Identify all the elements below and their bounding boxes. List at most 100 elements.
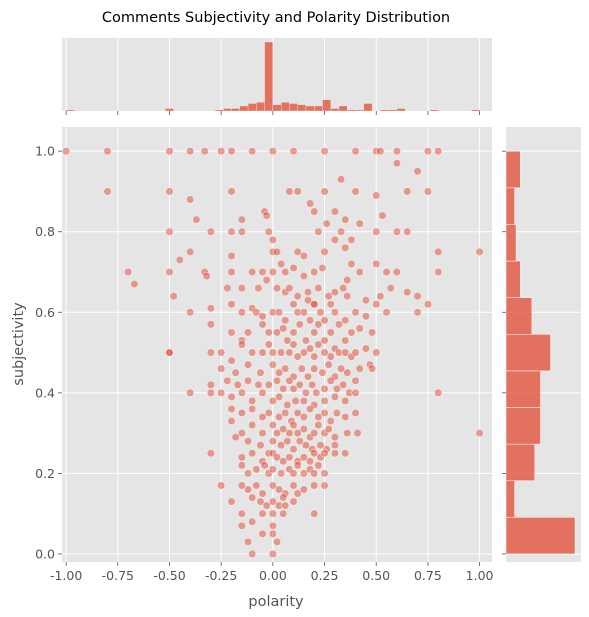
scatter-point (275, 412, 284, 422)
scatter-point (322, 219, 331, 228)
scatter-point (339, 284, 348, 293)
scatter-point (299, 485, 308, 494)
scatter-point (299, 308, 308, 317)
scatter-point (320, 187, 329, 196)
scatter-point (264, 340, 273, 349)
scatter-point (314, 227, 323, 236)
right-histogram-bar (505, 260, 521, 298)
scatter-point (165, 267, 174, 277)
scatter-point (372, 191, 381, 200)
scatter-point (268, 521, 277, 530)
top-histogram-bar (165, 108, 174, 112)
top-histogram-bar (231, 108, 240, 112)
scatter-point (254, 380, 263, 389)
scatter-point (279, 493, 288, 502)
scatter-point (403, 288, 412, 297)
scatter-point (320, 481, 329, 490)
scatter-point (413, 308, 422, 317)
scatter-point (351, 147, 360, 156)
x-axis-label: polarity (248, 594, 304, 610)
scatter-point (361, 312, 370, 321)
scatter-point (341, 396, 350, 405)
scatter-point (351, 408, 360, 418)
scatter-point (293, 461, 302, 470)
top-histogram-bar (363, 103, 373, 112)
scatter-point (299, 348, 308, 357)
x-tick-label: 0.00 (259, 568, 287, 583)
scatter-point (272, 429, 282, 438)
scatter-point (281, 316, 290, 325)
scatter-point (289, 469, 298, 478)
scatter-point (103, 147, 112, 156)
scatter-point (332, 384, 342, 393)
scatter-point (330, 308, 339, 317)
scatter-point (103, 187, 112, 196)
top-histogram-bar (247, 103, 257, 112)
scatter-point (318, 368, 327, 377)
scatter-point (244, 485, 253, 494)
scatter-point (237, 284, 246, 293)
scatter-point (248, 421, 257, 430)
scatter-point (272, 453, 282, 462)
scatter-point (330, 235, 339, 244)
scatter-point (306, 457, 315, 466)
scatter-point (244, 376, 253, 385)
scatter-point (217, 364, 226, 373)
scatter-point (227, 251, 236, 260)
right-histogram-bar (505, 443, 535, 481)
scatter-point (165, 147, 174, 156)
top-histogram-bar (314, 105, 323, 112)
scatter-point (289, 328, 298, 337)
scatter-point (320, 247, 329, 256)
scatter-point (227, 328, 236, 337)
scatter-point (355, 267, 364, 277)
scatter-point (281, 501, 290, 510)
scatter-point (130, 280, 139, 289)
scatter-point (434, 147, 443, 156)
scatter-point (248, 493, 257, 502)
scatter-point (237, 308, 246, 317)
right-histogram-bar (505, 334, 551, 372)
scatter-point (347, 235, 356, 244)
scatter-point (310, 364, 319, 373)
scatter-point (186, 195, 195, 204)
scatter-point (248, 449, 257, 458)
scatter-point (355, 364, 364, 373)
y-tick-label: 0.4 (35, 385, 55, 400)
scatter-point (330, 449, 339, 458)
scatter-point (303, 288, 313, 297)
top-histogram-bar (289, 103, 298, 112)
scatter-point (237, 461, 246, 470)
scatter-point (206, 227, 215, 236)
scatter-point (275, 368, 284, 377)
scatter-point (310, 509, 319, 518)
scatter-point (281, 364, 290, 373)
scatter-point (306, 344, 315, 353)
scatter-point (258, 509, 267, 518)
scatter-point (165, 187, 174, 196)
top-histogram-bar (338, 105, 348, 112)
scatter-point (186, 147, 195, 156)
scatter-point (316, 308, 325, 317)
scatter-point (434, 388, 443, 397)
scatter-point (237, 340, 246, 349)
scatter-point (275, 308, 284, 317)
scatter-point (262, 501, 271, 510)
scatter-point (258, 489, 267, 498)
scatter-point (314, 320, 323, 329)
scatter-point (475, 429, 484, 438)
scatter-point (343, 292, 352, 301)
scatter-point (299, 251, 308, 260)
scatter-point (252, 481, 261, 490)
right-histogram-bar (505, 150, 521, 189)
scatter-point (227, 356, 236, 365)
scatter-point (293, 187, 302, 196)
scatter-point (341, 316, 350, 325)
scatter-point (264, 328, 273, 337)
y-tick-label: 0.0 (35, 546, 55, 561)
scatter-point (258, 412, 267, 422)
scatter-point (320, 408, 329, 418)
scatter-point (237, 388, 246, 397)
top-histogram-bar (272, 104, 282, 112)
scatter-point (258, 529, 267, 538)
